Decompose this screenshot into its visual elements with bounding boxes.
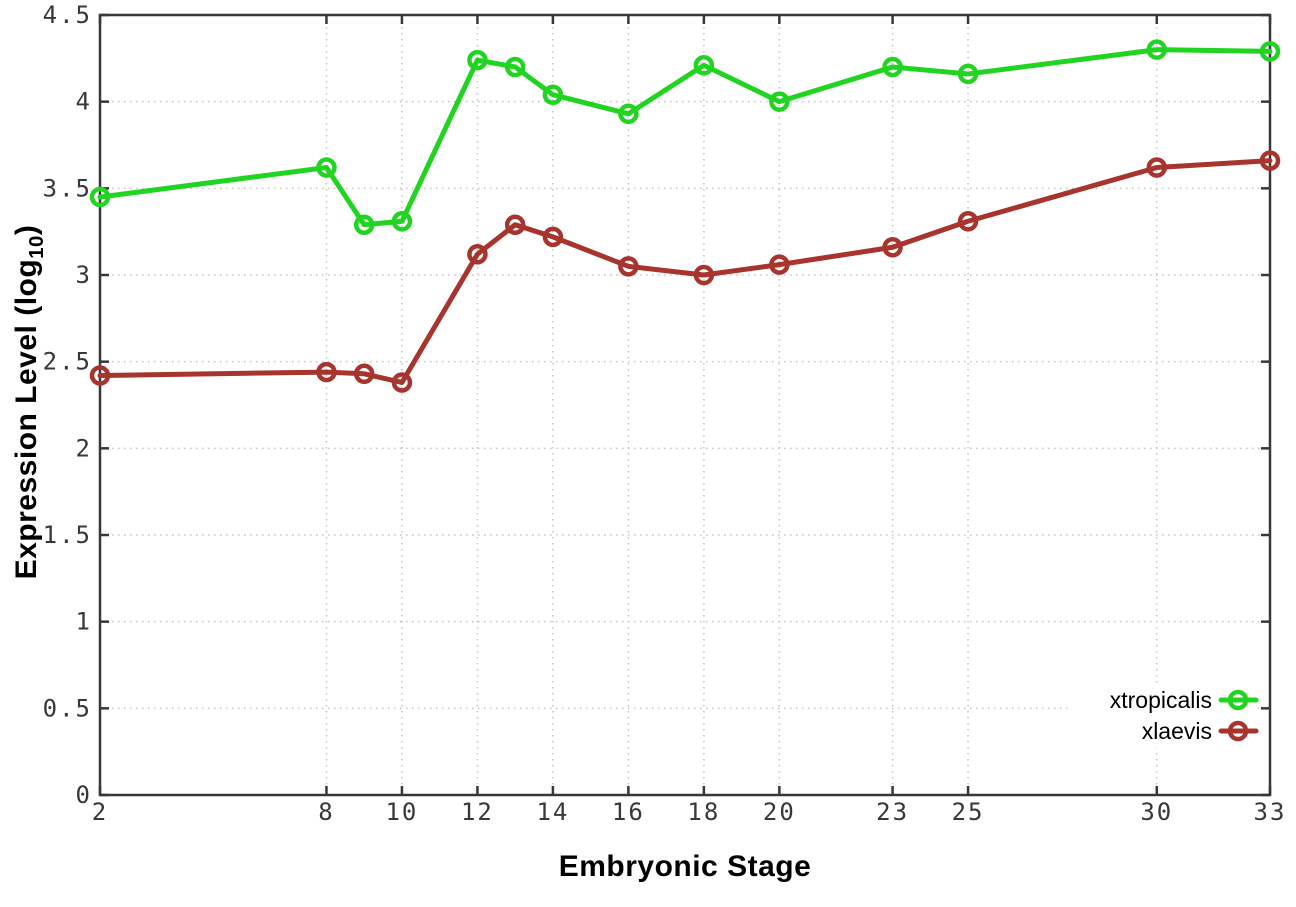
data-point-xlaevis-8: [316, 361, 337, 383]
y-axis-title-text: Expression Level (log: [10, 258, 43, 580]
x-tick-label-20: 20: [763, 798, 796, 826]
legend-marker-xtropicalis: [1227, 689, 1249, 711]
data-point-xtropicalis-30: [1146, 39, 1168, 60]
y-tick-label-2: 2: [76, 434, 92, 462]
data-point-xtropicalis-25: [957, 63, 979, 85]
x-tick-label-18: 18: [687, 798, 720, 826]
legend-background: [1071, 684, 1258, 748]
y-axis-title-subscript: 10: [26, 235, 48, 259]
data-point-xlaevis-10: [391, 372, 413, 393]
series-line-xlaevis: [97, 158, 1273, 385]
data-point-xtropicalis-10: [391, 211, 413, 232]
data-point-xlaevis-13: [504, 214, 526, 235]
y-axis-title-close: ): [10, 224, 43, 236]
x-axis-title: Embryonic Stage: [558, 850, 812, 883]
data-point-xlaevis-2: [89, 365, 111, 386]
y-tick-label-2.5: 2.5: [43, 348, 92, 376]
x-tick-label-14: 14: [536, 798, 569, 826]
data-point-xlaevis-14: [542, 226, 564, 248]
x-tick-label-12: 12: [461, 798, 494, 826]
data-point-xlaevis-33: [1259, 150, 1281, 171]
data-point-xlaevis-25: [957, 211, 979, 232]
data-point-xtropicalis-23: [882, 56, 903, 78]
data-point-xtropicalis-18: [693, 55, 715, 76]
series-line-xtropicalis: [97, 47, 1273, 228]
data-point-xlaevis-18: [693, 264, 715, 286]
x-tick-label-25: 25: [952, 798, 985, 826]
x-tick-label-30: 30: [1140, 798, 1173, 826]
y-tick-label-3: 3: [76, 261, 92, 289]
y-tick-label-3.5: 3.5: [43, 174, 92, 202]
y-tick-label-0: 0: [76, 781, 92, 809]
data-point-xtropicalis-9: [353, 214, 375, 235]
legend-label-xtropicalis: xtropicalis: [1110, 687, 1212, 713]
data-point-xtropicalis-13: [504, 56, 526, 78]
data-point-xtropicalis-2: [89, 186, 111, 208]
y-tick-label-1: 1: [76, 608, 92, 636]
y-tick-label-0.5: 0.5: [43, 694, 92, 722]
x-tick-label-8: 8: [318, 798, 334, 826]
data-point-xtropicalis-16: [618, 103, 639, 125]
data-point-xtropicalis-33: [1259, 41, 1281, 62]
y-tick-label-1.5: 1.5: [43, 521, 92, 549]
legend-label-xlaevis: xlaevis: [1142, 718, 1212, 744]
x-tick-label-2: 2: [92, 798, 108, 826]
plot-border: [98, 13, 1272, 797]
data-point-xlaevis-12: [467, 243, 488, 265]
data-point-xtropicalis-14: [542, 84, 564, 105]
data-point-xlaevis-30: [1146, 157, 1168, 178]
x-tick-label-23: 23: [876, 798, 909, 826]
data-point-xtropicalis-8: [316, 157, 337, 178]
data-point-xtropicalis-12: [467, 49, 488, 71]
data-point-xlaevis-9: [353, 363, 375, 385]
y-tick-label-4: 4: [76, 88, 92, 116]
x-tick-label-10: 10: [385, 798, 418, 826]
data-point-xlaevis-23: [882, 237, 903, 258]
x-tick-label-33: 33: [1254, 798, 1287, 826]
data-point-xlaevis-16: [618, 256, 639, 277]
y-axis-title: Expression Level (log10): [10, 224, 48, 580]
data-point-xlaevis-20: [769, 254, 790, 275]
x-tick-label-16: 16: [612, 798, 645, 826]
data-point-xtropicalis-20: [769, 91, 790, 112]
y-tick-label-4.5: 4.5: [43, 1, 92, 29]
legend-marker-xlaevis: [1227, 720, 1249, 742]
